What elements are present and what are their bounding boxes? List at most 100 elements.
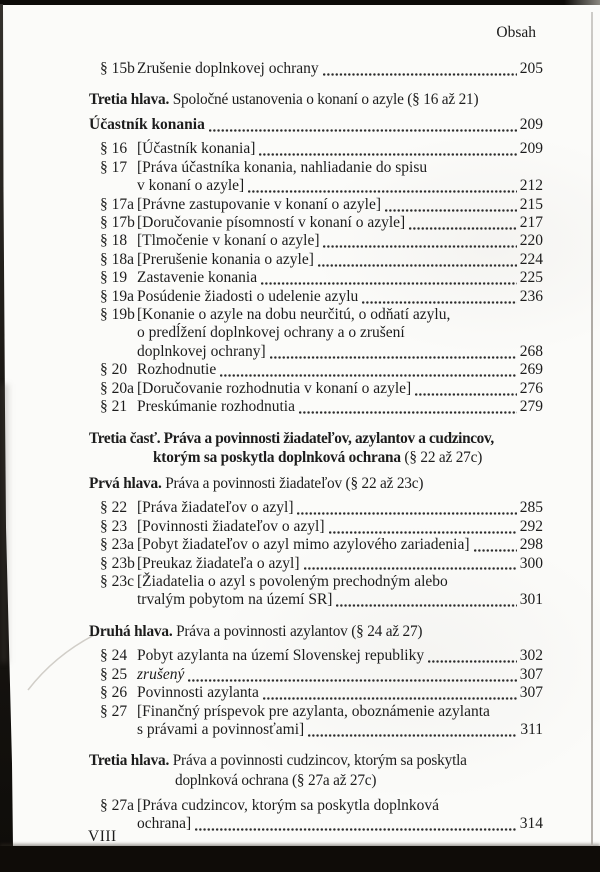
toc-heading: Prvá hlava. Práva a povinnosti žiadateľo…: [89, 474, 543, 494]
entry-title: Zrušenie doplnkovej ochrany: [137, 60, 319, 77]
dot-leader: [317, 263, 517, 267]
entry-paragraph-number: § 20a: [100, 379, 135, 397]
entry-body: [Konanie o azyle na dobu neurčitú, o odň…: [137, 306, 543, 361]
entry-title: zrušený: [137, 665, 185, 683]
entry-paragraph-number: § 15b: [100, 60, 135, 77]
toc-entry: § 23c [Žiadatelia o azyl s povoleným prec…: [89, 573, 543, 610]
heading-bold-text: Prvá hlava.: [89, 474, 162, 492]
heading-bold-text: Tretia časť. Práva a povinnosti žiadateľ…: [89, 429, 494, 447]
entry-paragraph-number: § 18: [100, 232, 128, 250]
entry-paragraph-number: § 25: [100, 665, 128, 683]
table-of-contents: § 15b Zrušenie doplnkovej ochrany 205 Treti…: [89, 60, 543, 833]
entry-title: trvalým pobytom na území SR]: [137, 591, 333, 609]
entry-body: [Práva cudzincov, ktorým sa poskytla dop…: [137, 797, 543, 834]
entry-page-number: 298: [519, 536, 543, 554]
entry-body: Preskúmanie rozhodnutia 279: [137, 398, 543, 416]
entry-paragraph-number: § 22: [100, 499, 128, 517]
entry-body: [Preukaz žiadateľa o azyl] 300: [137, 555, 543, 573]
entry-page-number: 225: [519, 269, 543, 287]
entry-body: [Povinnosti žiadateľov o azyl] 292: [137, 518, 543, 536]
entry-last-line: zrušený 307: [137, 666, 543, 684]
entry-paragraph-number: § 17a: [100, 195, 135, 213]
dot-leader: [269, 355, 517, 359]
dot-leader: [297, 512, 517, 516]
toc-entry: § 23 [Povinnosti žiadateľov o azyl] 292: [89, 518, 543, 536]
scan-edge-left-shadow: [1, 383, 11, 663]
entry-page-number: 236: [519, 287, 543, 305]
entry-title: [Doručovanie rozhodnutia v konaní o azyl…: [137, 379, 412, 397]
entry-title-line: o predĺžení doplnkovej ochrany a o zruše…: [137, 324, 405, 342]
toc-entry: § 23a [Pobyt žiadateľov o azyl mimo azylo…: [89, 536, 543, 554]
dot-leader: [328, 530, 517, 534]
dot-leader: [298, 411, 517, 414]
entry-page-number: 212: [519, 177, 543, 195]
entry-title: [Účastník konania]: [137, 140, 256, 158]
page-number-footer: VIII: [88, 828, 117, 845]
toc-entry: § 17a [Právne zastupovanie v konaní o azy…: [89, 196, 543, 214]
entry-paragraph-number: § 17: [100, 158, 128, 176]
dot-leader: [385, 208, 517, 212]
toc-entry: § 19b [Konanie o azyle na dobu neurčitú, …: [89, 306, 543, 361]
running-header: Obsah: [496, 24, 536, 41]
entry-title: Posúdenie žiadosti o udelenie azylu: [137, 287, 359, 305]
toc-entry: § 22 [Práva žiadateľov o azyl] 285: [89, 499, 543, 517]
entry-title: Preskúmanie rozhodnutia: [137, 398, 295, 416]
entry-last-line: ochrana] 314: [137, 815, 543, 833]
entry-last-line: [Právne zastupovanie v konaní o azyle] 21…: [137, 196, 543, 214]
toc-heading-line: Tretia hlava. Spoločné ustanovenia o kon…: [89, 90, 543, 110]
entry-page-number: 292: [519, 517, 543, 535]
toc-entry: § 25 zrušený 307: [89, 666, 543, 684]
entry-last-line: v konaní o azyle] 212: [137, 177, 543, 195]
dot-leader: [259, 153, 517, 157]
entry-title-line: [Konanie o azyle na dobu neurčitú, o odň…: [137, 306, 451, 324]
entry-title-line: [Práva cudzincov, ktorým sa poskytla dop…: [137, 796, 440, 814]
entry-page-number: 268: [519, 342, 543, 360]
entry-body: [Žiadatelia o azyl s povoleným prechodný…: [137, 573, 543, 610]
entry-title: [Prerušenie konania o azyle]: [137, 250, 314, 268]
toc-entry: § 19 Zastavenie konania 225: [89, 269, 543, 287]
entry-page-number: 314: [519, 814, 543, 832]
dot-leader: [195, 827, 517, 831]
entry-last-line: Rozhodnutie 269: [137, 361, 543, 379]
entry-last-line: Účastník konania 209: [89, 116, 543, 134]
toc-entry: § 24 Pobyt azylanta na území Slovenskej r…: [89, 647, 543, 665]
scan-edge-top: [0, 0, 600, 5]
entry-paragraph-number: § 19a: [100, 287, 135, 305]
toc-entry: § 26 Povinnosti azylanta 307: [89, 684, 543, 702]
toc-heading: Druhá hlava. Práva a povinnosti azylanto…: [89, 622, 543, 642]
entry-body: Účastník konania 209: [89, 116, 543, 134]
entry-body: [Účastník konania] 209: [137, 140, 543, 158]
entry-paragraph-number: § 20: [100, 361, 128, 379]
entry-last-line: Pobyt azylanta na území Slovenskej repub…: [137, 647, 543, 665]
entry-body: [Pobyt žiadateľov o azyl mimo azylového …: [137, 536, 543, 554]
toc-entry: § 15b Zrušenie doplnkovej ochrany 205: [89, 60, 543, 78]
heading-bold-text: Tretia hlava.: [89, 91, 170, 109]
entry-body: Zastavenie konania 225: [137, 269, 543, 287]
entry-title: doplnkovej ochrany]: [137, 342, 266, 360]
entry-page-number: 307: [519, 684, 543, 702]
entry-title: s právami a povinnosťami]: [137, 720, 305, 738]
entry-body: [Finančný príspevok pre azylanta, obozná…: [137, 703, 543, 740]
toc-entry: § 17b [Doručovanie písomností v konaní o …: [89, 214, 543, 232]
entry-paragraph-number: § 23: [100, 517, 128, 535]
entry-paragraph-number: § 19b: [100, 306, 135, 324]
entry-body: Povinnosti azylanta 307: [137, 684, 543, 702]
entry-body: [Prerušenie konania o azyle] 224: [137, 251, 543, 269]
entry-paragraph-number: § 24: [100, 647, 128, 665]
entry-last-line: [Účastník konania] 209: [137, 140, 543, 158]
heading-text: (§ 22 až 27c): [400, 449, 483, 467]
heading-text: doplnková ochrana (§ 27a až 27c): [175, 771, 377, 789]
toc-entry: § 17 [Práva účastníka konania, nahliadani…: [89, 159, 543, 196]
entry-last-line: [Prerušenie konania o azyle] 224: [137, 251, 543, 269]
dot-leader: [262, 697, 517, 701]
entry-page-number: 209: [519, 140, 543, 158]
entry-title: [Tlmočenie v konaní o azyle]: [137, 232, 320, 250]
entry-last-line: s právami a povinnosťami] 311: [137, 721, 543, 739]
heading-bold-text: Druhá hlava.: [89, 622, 173, 640]
toc-heading-line: Druhá hlava. Práva a povinnosti azylanto…: [89, 622, 543, 642]
entry-page-number: 301: [519, 591, 543, 609]
dot-leader: [303, 567, 517, 571]
entry-page-number: 302: [519, 647, 543, 665]
entry-page-number: 307: [519, 665, 543, 683]
